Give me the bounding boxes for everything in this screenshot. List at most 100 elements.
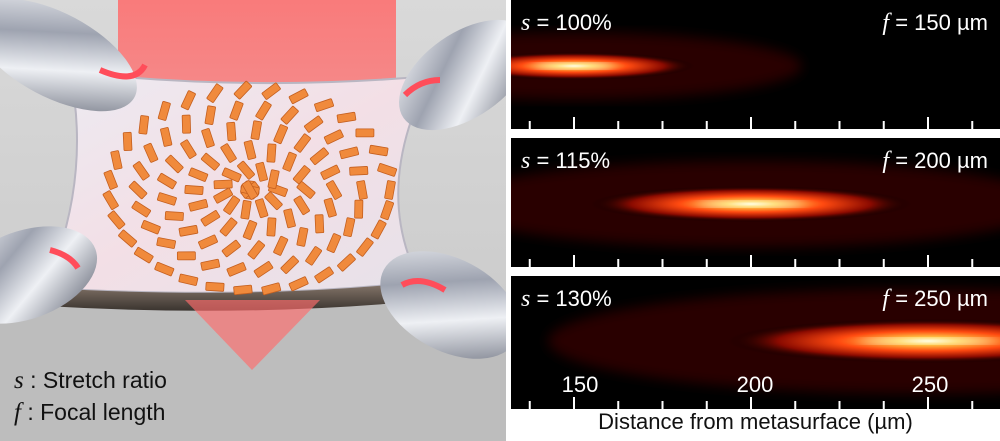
nano-antenna [309,147,329,165]
nano-antenna [138,115,150,135]
nano-antenna [343,217,356,238]
nano-antenna [143,142,159,163]
nano-antenna [133,247,154,264]
nano-antenna [304,115,324,133]
nano-antenna [201,128,215,148]
nano-antenna [181,114,192,134]
nano-antenna [157,101,171,121]
legend-focal-length: f : Focal length [14,399,166,426]
nano-antenna [255,161,268,182]
nano-antenna [243,140,257,160]
nano-antenna [305,246,323,266]
nano-antenna [188,167,209,182]
nano-antenna [200,152,220,171]
nano-antenna [198,234,218,250]
nano-antenna [314,266,334,284]
nano-antenna [107,210,126,230]
focal-map-s100: s = 100% f = 150 µm [511,0,1000,129]
nano-antenna [180,139,197,159]
nano-antenna [280,255,299,274]
nano-antenna [226,262,247,277]
nano-antenna [102,190,119,210]
focal-map-plot [511,32,974,129]
x-axis-title: Distance from metasurface (µm) [598,409,913,434]
nano-antenna [237,160,255,180]
nano-antenna [255,100,272,121]
nano-antenna [273,124,288,145]
nano-antenna [355,128,375,138]
nano-antenna [200,258,221,271]
nano-antenna [205,281,225,292]
nano-antenna [122,131,133,152]
nano-antenna [326,180,342,200]
nano-antenna [280,105,299,125]
nano-antenna [200,210,221,227]
legend-stretch-ratio: s : Stretch ratio [14,367,167,394]
nano-antenna [261,282,282,296]
nano-antenna [384,180,396,200]
nano-antenna [164,211,184,221]
nano-antenna [354,199,364,219]
nano-antenna [229,100,244,121]
nano-antenna [118,229,138,248]
nano-antenna [157,172,177,190]
nano-antenna [178,225,199,237]
nano-antenna [233,284,253,296]
nano-antenna [221,239,241,258]
metasurface-antenna-array [102,80,398,296]
focal-map-plot [528,288,1000,409]
focal-label: f = 200 µm [882,148,988,174]
stretch-label: s = 130% [521,286,612,312]
nano-antenna [320,164,341,180]
nano-antenna [247,240,266,260]
nano-antenna [377,163,398,177]
focal-core [858,338,998,344]
nano-antenna [204,105,216,125]
nano-antenna [288,88,309,105]
nano-antenna [326,233,342,253]
nano-antenna [267,169,280,190]
nano-antenna [356,180,368,200]
nano-antenna [223,195,241,215]
nano-antenna [188,199,209,212]
nano-antenna [314,214,325,234]
nano-antenna [253,261,274,278]
nano-antenna [110,150,123,170]
focal-label: f = 150 µm [882,10,988,36]
stretch-label: s = 115% [521,148,611,174]
nano-antenna [261,82,281,100]
nano-antenna [292,165,311,185]
nano-antenna [293,133,311,153]
focal-label: f = 250 µm [882,286,988,312]
nano-antenna [233,80,253,100]
nano-antenna [213,187,233,204]
nano-antenna [336,111,357,124]
nano-antenna [176,251,196,261]
nano-antenna [219,217,238,237]
nano-antenna [220,143,237,163]
nano-antenna [156,237,176,249]
stretchable-metasurface-illustration: s : Stretch ratio f : Focal length [0,0,506,441]
nano-antenna [339,146,360,160]
x-tick-label: 150 [561,372,599,397]
stretch-label: s = 100% [521,10,612,36]
clamp-top-left [0,0,137,112]
nano-antenna [157,192,177,206]
nano-antenna [282,151,297,172]
nano-antenna [314,98,334,112]
nano-antenna [213,179,233,190]
nano-antenna [323,129,344,145]
nano-antenna [349,166,369,176]
nano-antenna [264,191,283,211]
nano-antenna [254,198,269,219]
x-tick-label: 200 [736,372,774,397]
nano-antenna [128,180,148,200]
nano-antenna [266,217,277,237]
nano-antenna [293,195,310,216]
nano-antenna [240,200,252,220]
nano-antenna [337,253,356,272]
focal-core [695,201,807,207]
nano-antenna [296,227,309,247]
focal-map-plot [511,160,1000,267]
nano-antenna [180,90,196,111]
